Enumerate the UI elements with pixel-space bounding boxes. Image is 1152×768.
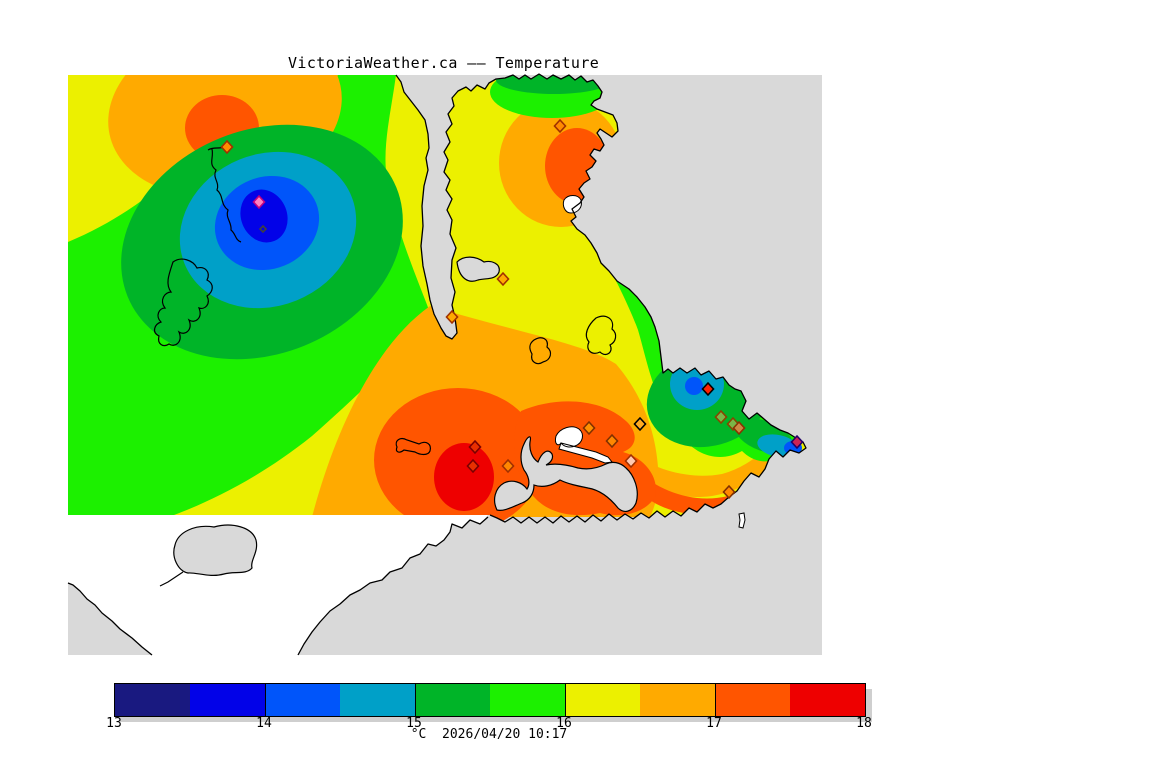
colorbar-tick-line xyxy=(565,684,566,716)
station-marker-diamond[interactable] xyxy=(445,309,459,325)
station-marker-diamond[interactable] xyxy=(722,484,736,500)
colorbar-tick-line xyxy=(715,684,716,716)
warm-ribbon-se-orange xyxy=(630,452,770,498)
station-marker-diamond[interactable] xyxy=(790,434,804,450)
land-no-data xyxy=(68,515,488,655)
lake-chain-outline xyxy=(153,258,213,347)
basin-sooke xyxy=(173,524,258,576)
colorbar-units: °C xyxy=(410,727,427,742)
colorbar-segment xyxy=(190,684,265,716)
station-marker-diamond[interactable] xyxy=(701,381,715,397)
station-marker-diamond[interactable] xyxy=(582,420,596,436)
colorbar-tick-label: 13 xyxy=(106,716,122,731)
station-marker-diamond[interactable] xyxy=(468,439,482,455)
station-marker-diamond[interactable] xyxy=(501,458,515,474)
coastline-island xyxy=(395,73,807,524)
bay-saanichton xyxy=(562,195,582,214)
page-title: VictoriaWeather.ca —— Temperature xyxy=(288,54,600,72)
island-james-outline xyxy=(585,315,617,356)
station-marker-diamond[interactable] xyxy=(553,118,567,134)
station-marker-diamond[interactable] xyxy=(496,271,510,287)
station-marker-diamond[interactable] xyxy=(714,409,728,425)
colorbar-tick-line xyxy=(265,684,266,716)
station-marker-diamond[interactable] xyxy=(220,139,234,155)
channel-sooke xyxy=(159,571,184,587)
inlet-brentwood xyxy=(456,256,500,282)
colorbar-tick-label: 14 xyxy=(256,716,272,731)
station-markers xyxy=(220,118,804,500)
lake-and-gorge xyxy=(555,426,613,464)
station-marker-diamond[interactable] xyxy=(624,453,638,469)
colorbar-tick-label: 18 xyxy=(856,716,872,731)
colorbar-tick-labels: 13 14 15 16 17 18 xyxy=(106,716,872,732)
coastline-south xyxy=(67,516,489,656)
colorbar-caption: °C 2026/04/20 10:17 xyxy=(114,727,864,742)
lake-langford-outline xyxy=(395,437,431,456)
station-marker-diamond[interactable] xyxy=(252,194,266,210)
colorbar-tick-label: 16 xyxy=(556,716,572,731)
caption-spacer xyxy=(426,727,442,742)
islet-trial xyxy=(738,512,746,529)
colorbar-tick-label: 17 xyxy=(706,716,722,731)
colorbar-segment xyxy=(415,684,490,716)
station-marker-diamond[interactable] xyxy=(605,433,619,449)
harbour-system xyxy=(494,436,638,513)
colorbar-segment xyxy=(115,684,190,716)
cool-blue-east xyxy=(685,377,703,395)
hot-core-red xyxy=(434,443,494,511)
station-marker-diamond[interactable] xyxy=(732,420,746,436)
station-marker-diamond[interactable] xyxy=(258,224,268,234)
colorbar-datetime: 2026/04/20 10:17 xyxy=(442,727,568,742)
north-cap-darkgreen xyxy=(496,74,612,94)
station-marker-diamond[interactable] xyxy=(466,458,480,474)
colorbar-segment xyxy=(715,684,790,716)
station-marker-diamond[interactable] xyxy=(633,416,647,432)
colorbar-segment xyxy=(490,684,565,716)
colorbar-segment xyxy=(790,684,865,716)
colorbar-segment xyxy=(640,684,715,716)
colorbar xyxy=(114,683,866,717)
colorbar-segment xyxy=(340,684,415,716)
lake-elk-outline xyxy=(529,337,552,365)
cold-core-navy xyxy=(240,189,288,243)
colorbar-segment xyxy=(265,684,340,716)
colorbar-segment xyxy=(565,684,640,716)
colorbar-tick-label: 15 xyxy=(406,716,422,731)
colorbar-tick-line xyxy=(415,684,416,716)
